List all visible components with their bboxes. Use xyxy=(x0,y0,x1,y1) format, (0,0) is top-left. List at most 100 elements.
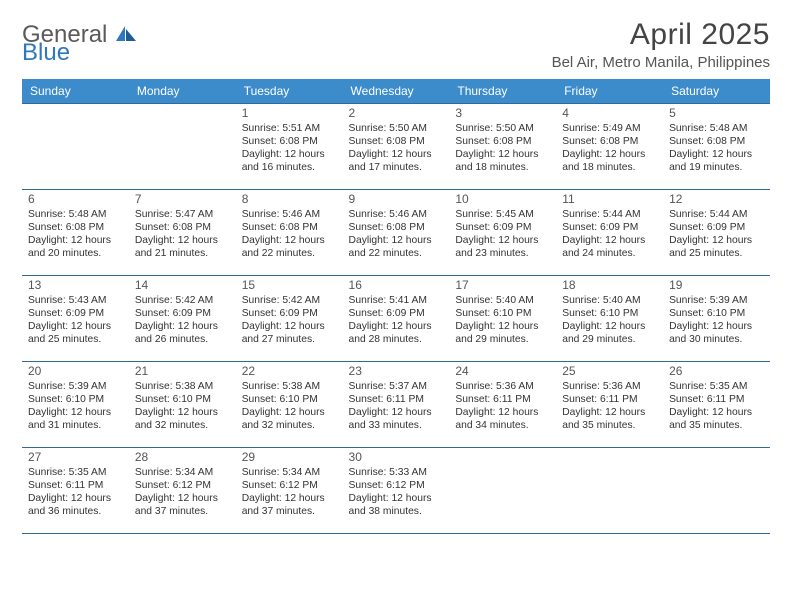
calendar-day-cell: 15 Sunrise: 5:42 AMSunset: 6:09 PMDayligh… xyxy=(236,276,343,362)
calendar-head: SundayMondayTuesdayWednesdayThursdayFrid… xyxy=(22,79,770,104)
calendar-day-cell: 17Sunrise: 5:40 AMSunset: 6:10 PMDayligh… xyxy=(449,276,556,362)
weekday-header: Thursday xyxy=(449,79,556,104)
day-number: 15 xyxy=(242,279,337,292)
calendar-day-cell: 20Sunrise: 5:39 AMSunset: 6:10 PMDayligh… xyxy=(22,362,129,448)
calendar-day-cell: 1Sunrise: 5:51 AMSunset: 6:08 PMDaylight… xyxy=(236,104,343,190)
calendar-week-row: 6 Sunrise: 5:48 AMSunset: 6:08 PMDaylight… xyxy=(22,190,770,276)
day-info: Sunrise: 5:41 AMSunset: 6:09 PMDaylight:… xyxy=(349,294,444,346)
day-info: Sunrise: 5:45 AMSunset: 6:09 PMDaylight:… xyxy=(455,208,550,260)
calendar-empty-cell xyxy=(663,448,770,534)
day-number: 6 xyxy=(28,193,123,206)
day-number: 24 xyxy=(455,365,550,378)
month-title: April 2025 xyxy=(552,18,770,52)
day-info: Sunrise: 5:50 AMSunset: 6:08 PMDaylight:… xyxy=(455,122,550,174)
day-info: Sunrise: 5:44 AMSunset: 6:09 PMDaylight:… xyxy=(669,208,764,260)
day-info: Sunrise: 5:36 AMSunset: 6:11 PMDaylight:… xyxy=(562,380,657,432)
day-number: 16 xyxy=(349,279,444,292)
day-info: Sunrise: 5:33 AMSunset: 6:12 PMDaylight:… xyxy=(349,466,444,518)
day-info: Sunrise: 5:34 AMSunset: 6:12 PMDaylight:… xyxy=(135,466,230,518)
day-number: 20 xyxy=(28,365,123,378)
calendar-day-cell: 18 Sunrise: 5:40 AMSunset: 6:10 PMDayligh… xyxy=(556,276,663,362)
weekday-header: Wednesday xyxy=(343,79,450,104)
day-info: Sunrise: 5:42 AMSunset: 6:09 PMDaylight:… xyxy=(242,294,337,346)
day-info: Sunrise: 5:48 AMSunset: 6:08 PMDaylight:… xyxy=(669,122,764,174)
day-number: 3 xyxy=(455,107,550,120)
day-number: 14 xyxy=(135,279,230,292)
day-info: Sunrise: 5:46 AMSunset: 6:08 PMDaylight:… xyxy=(242,208,337,260)
calendar-day-cell: 8Sunrise: 5:46 AMSunset: 6:08 PMDaylight… xyxy=(236,190,343,276)
day-info: Sunrise: 5:43 AMSunset: 6:09 PMDaylight:… xyxy=(28,294,123,346)
day-number: 11 xyxy=(562,193,657,206)
day-number: 21 xyxy=(135,365,230,378)
day-number: 23 xyxy=(349,365,444,378)
day-number: 2 xyxy=(349,107,444,120)
calendar-day-cell: 13 Sunrise: 5:43 AMSunset: 6:09 PMDayligh… xyxy=(22,276,129,362)
calendar-day-cell: 23 Sunrise: 5:37 AMSunset: 6:11 PMDayligh… xyxy=(343,362,450,448)
day-number: 19 xyxy=(669,279,764,292)
calendar-day-cell: 11Sunrise: 5:44 AMSunset: 6:09 PMDayligh… xyxy=(556,190,663,276)
calendar-day-cell: 22 Sunrise: 5:38 AMSunset: 6:10 PMDayligh… xyxy=(236,362,343,448)
day-info: Sunrise: 5:40 AMSunset: 6:10 PMDaylight:… xyxy=(562,294,657,346)
calendar-day-cell: 30 Sunrise: 5:33 AMSunset: 6:12 PMDayligh… xyxy=(343,448,450,534)
calendar-day-cell: 7Sunrise: 5:47 AMSunset: 6:08 PMDaylight… xyxy=(129,190,236,276)
calendar-day-cell: 9 Sunrise: 5:46 AMSunset: 6:08 PMDaylight… xyxy=(343,190,450,276)
header-row: General Blue April 2025 Bel Air, Metro M… xyxy=(22,18,770,71)
calendar-empty-cell xyxy=(129,104,236,190)
calendar-day-cell: 19 Sunrise: 5:39 AMSunset: 6:10 PMDayligh… xyxy=(663,276,770,362)
day-info: Sunrise: 5:42 AMSunset: 6:09 PMDaylight:… xyxy=(135,294,230,346)
day-number: 26 xyxy=(669,365,764,378)
weekday-header: Monday xyxy=(129,79,236,104)
day-number: 27 xyxy=(28,451,123,464)
day-number: 30 xyxy=(349,451,444,464)
day-info: Sunrise: 5:34 AMSunset: 6:12 PMDaylight:… xyxy=(242,466,337,518)
logo: General Blue xyxy=(22,18,138,64)
calendar-day-cell: 28 Sunrise: 5:34 AMSunset: 6:12 PMDayligh… xyxy=(129,448,236,534)
calendar-day-cell: 6 Sunrise: 5:48 AMSunset: 6:08 PMDaylight… xyxy=(22,190,129,276)
calendar-day-cell: 4Sunrise: 5:49 AMSunset: 6:08 PMDaylight… xyxy=(556,104,663,190)
calendar-day-cell: 10Sunrise: 5:45 AMSunset: 6:09 PMDayligh… xyxy=(449,190,556,276)
day-info: Sunrise: 5:36 AMSunset: 6:11 PMDaylight:… xyxy=(455,380,550,432)
weekday-header: Tuesday xyxy=(236,79,343,104)
day-number: 17 xyxy=(455,279,550,292)
day-number: 29 xyxy=(242,451,337,464)
calendar-day-cell: 29 Sunrise: 5:34 AMSunset: 6:12 PMDayligh… xyxy=(236,448,343,534)
day-info: Sunrise: 5:39 AMSunset: 6:10 PMDaylight:… xyxy=(669,294,764,346)
day-number: 25 xyxy=(562,365,657,378)
day-info: Sunrise: 5:50 AMSunset: 6:08 PMDaylight:… xyxy=(349,122,444,174)
weekday-header: Saturday xyxy=(663,79,770,104)
calendar-body: 1Sunrise: 5:51 AMSunset: 6:08 PMDaylight… xyxy=(22,104,770,534)
day-number: 5 xyxy=(669,107,764,120)
weekday-header-row: SundayMondayTuesdayWednesdayThursdayFrid… xyxy=(22,79,770,104)
calendar-day-cell: 27Sunrise: 5:35 AMSunset: 6:11 PMDayligh… xyxy=(22,448,129,534)
day-info: Sunrise: 5:46 AMSunset: 6:08 PMDaylight:… xyxy=(349,208,444,260)
logo-text: General Blue xyxy=(22,24,138,64)
day-number: 18 xyxy=(562,279,657,292)
calendar-week-row: 1Sunrise: 5:51 AMSunset: 6:08 PMDaylight… xyxy=(22,104,770,190)
calendar-table: SundayMondayTuesdayWednesdayThursdayFrid… xyxy=(22,79,770,534)
day-number: 1 xyxy=(242,107,337,120)
calendar-day-cell: 3 Sunrise: 5:50 AMSunset: 6:08 PMDaylight… xyxy=(449,104,556,190)
calendar-week-row: 13 Sunrise: 5:43 AMSunset: 6:09 PMDayligh… xyxy=(22,276,770,362)
day-number: 22 xyxy=(242,365,337,378)
day-number: 9 xyxy=(349,193,444,206)
day-number: 7 xyxy=(135,193,230,206)
calendar-day-cell: 12 Sunrise: 5:44 AMSunset: 6:09 PMDayligh… xyxy=(663,190,770,276)
calendar-day-cell: 14 Sunrise: 5:42 AMSunset: 6:09 PMDayligh… xyxy=(129,276,236,362)
calendar-week-row: 27Sunrise: 5:35 AMSunset: 6:11 PMDayligh… xyxy=(22,448,770,534)
day-info: Sunrise: 5:37 AMSunset: 6:11 PMDaylight:… xyxy=(349,380,444,432)
calendar-empty-cell xyxy=(449,448,556,534)
day-number: 28 xyxy=(135,451,230,464)
weekday-header: Sunday xyxy=(22,79,129,104)
day-number: 4 xyxy=(562,107,657,120)
day-info: Sunrise: 5:35 AMSunset: 6:11 PMDaylight:… xyxy=(669,380,764,432)
sail-icon xyxy=(116,21,138,48)
calendar-day-cell: 21Sunrise: 5:38 AMSunset: 6:10 PMDayligh… xyxy=(129,362,236,448)
day-info: Sunrise: 5:38 AMSunset: 6:10 PMDaylight:… xyxy=(242,380,337,432)
calendar-day-cell: 25 Sunrise: 5:36 AMSunset: 6:11 PMDayligh… xyxy=(556,362,663,448)
calendar-day-cell: 24 Sunrise: 5:36 AMSunset: 6:11 PMDayligh… xyxy=(449,362,556,448)
day-number: 12 xyxy=(669,193,764,206)
day-info: Sunrise: 5:48 AMSunset: 6:08 PMDaylight:… xyxy=(28,208,123,260)
calendar-week-row: 20Sunrise: 5:39 AMSunset: 6:10 PMDayligh… xyxy=(22,362,770,448)
title-area: April 2025 Bel Air, Metro Manila, Philip… xyxy=(552,18,770,71)
day-number: 13 xyxy=(28,279,123,292)
